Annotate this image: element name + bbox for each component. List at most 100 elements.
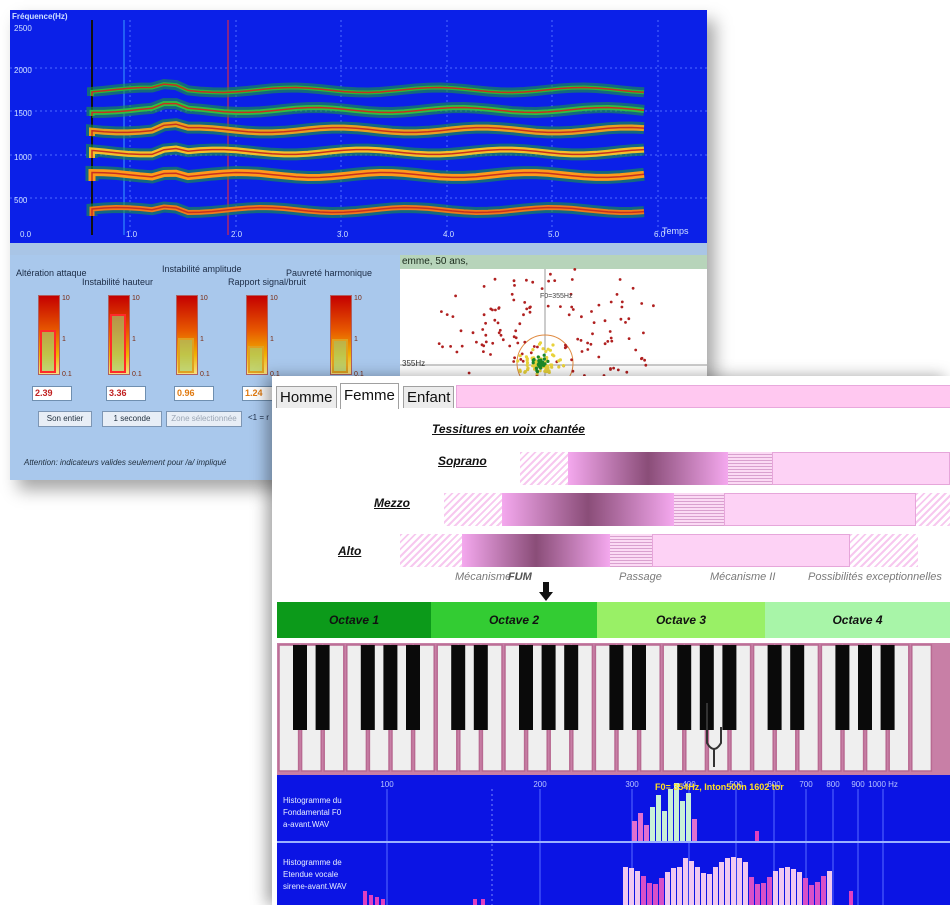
scatter-point [603,319,607,323]
black-key [541,645,556,730]
scatter-point [586,348,590,351]
f0-bin [644,825,649,841]
indicator-level [332,339,348,373]
mezzo-passage [674,493,724,526]
scatter-point [493,318,497,322]
x-tick: 3.0 [337,230,349,239]
legend-fum: FUM [508,571,532,583]
scatter-point [576,337,580,341]
scatter-point [512,360,516,363]
scatter-point [571,369,575,373]
scatter-point [460,344,464,348]
f0-bin [650,807,655,841]
page-title: Tessitures en voix chantée [432,422,585,436]
scatter-point [569,292,573,296]
ratio-note: <1 = r [248,413,269,422]
alto-passage [610,534,652,567]
scatter-point [484,321,487,325]
freq-label: 700 [799,780,813,789]
scatter-point [529,305,532,309]
voice-label-soprano: Soprano [438,454,487,468]
freq-label: 800 [826,780,840,789]
black-key [767,645,782,730]
f0-label: F0=355Hz [540,293,573,300]
scatter-point [525,357,529,361]
scatter-point [538,369,542,373]
scatter-point [440,310,443,313]
tab-femme[interactable]: Femme [340,383,399,409]
one-second-button[interactable]: 1 seconde [102,411,162,427]
scatter-point [570,305,574,309]
freq-label: 400 [682,780,696,789]
scatter-point [514,336,518,340]
range-bin [779,868,784,905]
range-bin [659,878,664,905]
scatter-point [454,294,457,298]
spectrogram-plot [10,20,707,235]
histogram-label-line: Histogramme du [283,796,342,805]
black-key [677,645,692,730]
scatter-point [643,358,646,362]
scatter-point [631,286,635,290]
y-tick: 2500 [14,24,32,33]
scatter-point [467,371,471,375]
alto-exceptional-low [400,534,462,567]
scatter-point [570,278,574,281]
son-entier-button[interactable]: Son entier [38,411,92,427]
scatter-point [526,368,530,372]
scatter-point [523,340,527,344]
scatter-point [518,322,522,326]
scatter-point [542,357,546,361]
scatter-header: emme, 50 ans, [400,255,707,269]
freq-label: 900 [851,780,865,789]
octave-3: Octave 3 [597,602,765,638]
scatter-point [441,345,444,349]
legend-exceptional: Possibilités exceptionnelles [808,571,942,583]
scatter-point [580,350,584,353]
range-bin [797,872,802,905]
indicator-level [110,314,126,373]
alto-mechanism-1 [462,534,610,567]
scatter-point [542,353,546,357]
harmonic-band-core [91,102,645,116]
black-key [519,645,533,730]
black-key [360,645,375,730]
black-key [858,645,872,730]
histogram-label-line: Etendue vocale [283,870,339,879]
range-bin [481,899,485,905]
scatter-point [484,340,488,344]
spectrogram[interactable]: Fréquence(Hz) 2500 2000 1500 1000 500 0.… [10,10,707,243]
x-tick: 0.0 [20,230,32,239]
harmonic-band-core [91,147,645,158]
scale-tick: 10 [270,295,278,302]
scale-tick: 1 [62,336,66,343]
scatter-point [616,368,620,372]
scatter-point [559,305,562,308]
scatter-point [512,279,516,283]
alto-mechanism-2 [652,534,850,567]
scatter-point [451,315,455,318]
scatter-point [557,365,561,369]
scale-tick: 0.1 [270,371,280,378]
tab-homme[interactable]: Homme [276,386,337,408]
scatter-point [652,304,655,308]
scatter-point [531,280,535,284]
piano-keyboard[interactable] [277,643,950,775]
scatter-point [544,349,548,353]
scatter-point [484,333,488,337]
histogram-label-line: Histogramme de [283,858,342,867]
scatter-point [522,313,525,317]
voice-label-alto: Alto [338,544,362,558]
scatter-point [634,348,638,352]
range-bin [761,883,766,905]
f0-bin [662,811,667,841]
selected-zone-button[interactable]: Zone sélectionnée [166,411,242,427]
scatter-point [624,321,627,324]
tab-strip-fill [456,385,950,408]
indicator-level [248,346,264,373]
range-bin [671,868,676,905]
tab-enfant[interactable]: Enfant [403,386,455,408]
legend-passage: Passage [619,571,662,583]
freq-label: 600 [767,780,781,789]
scatter-point [541,347,545,351]
